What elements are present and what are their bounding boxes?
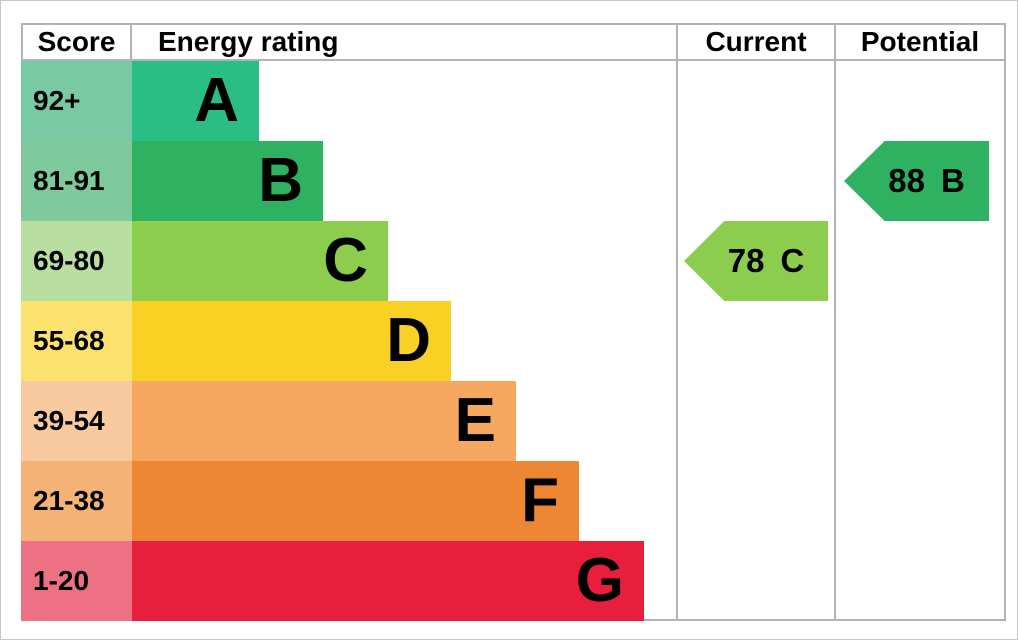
column-header-score: Score xyxy=(37,26,116,57)
potential-rating-value: 88 xyxy=(888,162,925,199)
grid-line-current-left xyxy=(676,23,678,621)
grid-line-score-right xyxy=(130,23,132,61)
band-score-range: 69-80 xyxy=(21,221,132,301)
band-score-range: 1-20 xyxy=(21,541,132,621)
epc-band-row-f: 21-38 F xyxy=(21,461,1006,541)
band-score-range: 92+ xyxy=(21,61,132,141)
grid-line-header-left xyxy=(21,23,23,61)
epc-band-row-e: 39-54 E xyxy=(21,381,1006,461)
band-score-range: 21-38 xyxy=(21,461,132,541)
band-bar-a: A xyxy=(132,61,259,141)
epc-band-row-d: 55-68 D xyxy=(21,301,1006,381)
column-header-potential: Potential xyxy=(860,26,980,57)
column-header-energy-rating: Energy rating xyxy=(158,26,339,57)
epc-rating-chart: Score Energy rating Current Potential 92… xyxy=(21,23,1006,621)
grid-line-right xyxy=(1004,23,1006,621)
grid-line-top xyxy=(21,23,1006,25)
epc-band-row-b: 81-91 B xyxy=(21,141,1006,221)
band-score-range: 55-68 xyxy=(21,301,132,381)
band-bar-c: C xyxy=(132,221,388,301)
band-score-range: 39-54 xyxy=(21,381,132,461)
epc-band-row-a: 92+ A xyxy=(21,61,1006,141)
current-rating-value: 78 xyxy=(727,242,765,279)
grid-line-header-bottom xyxy=(21,59,1006,61)
band-score-range: 81-91 xyxy=(21,141,132,221)
band-bar-b: B xyxy=(132,141,323,221)
potential-rating-grade: B xyxy=(940,162,965,199)
grid-line-potential-left xyxy=(834,23,836,621)
epc-band-row-c: 69-80 C xyxy=(21,221,1006,301)
band-bar-d: D xyxy=(132,301,451,381)
band-bar-g: G xyxy=(132,541,644,621)
band-bar-f: F xyxy=(132,461,579,541)
epc-band-row-g: 1-20 G xyxy=(21,541,1006,621)
band-bar-e: E xyxy=(132,381,516,461)
current-rating-grade: C xyxy=(780,242,805,279)
column-header-current: Current xyxy=(705,26,807,57)
